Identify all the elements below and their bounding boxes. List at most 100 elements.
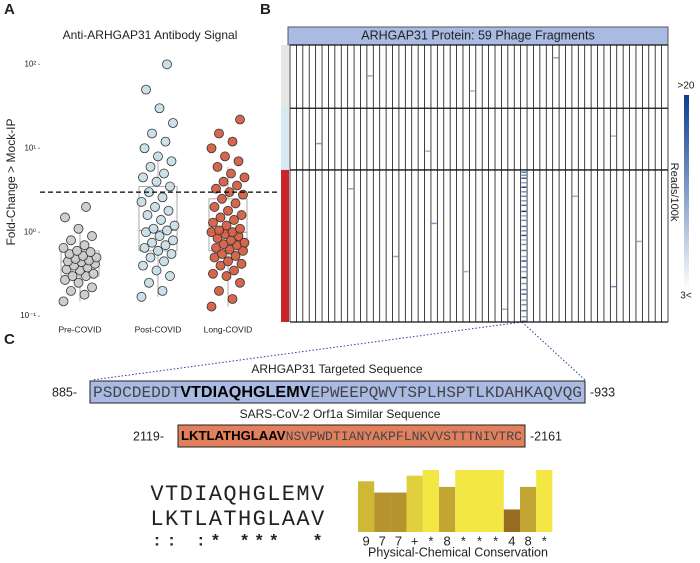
residue: M <box>296 482 309 507</box>
data-point <box>58 296 69 307</box>
data-point <box>206 301 217 312</box>
data-point <box>230 251 241 261</box>
heatmap-cell <box>521 219 527 222</box>
data-point <box>215 260 226 271</box>
residue: T <box>165 482 178 507</box>
data-point <box>227 136 238 147</box>
data-point <box>227 294 238 304</box>
panel-letter: B <box>260 1 271 18</box>
data-point <box>162 225 172 236</box>
heatmap-cell <box>521 309 527 312</box>
residue: V <box>150 482 164 507</box>
heatmap-cell <box>521 255 527 258</box>
heatmap-cell <box>521 288 527 291</box>
row-group-bar <box>281 169 289 322</box>
residue: H <box>238 507 251 532</box>
bar-label: * <box>428 533 433 548</box>
data-point <box>60 212 70 223</box>
residue: G <box>253 507 266 532</box>
data-point <box>145 252 156 263</box>
data-point <box>233 156 244 167</box>
data-point <box>165 181 175 192</box>
data-point <box>66 235 76 246</box>
bar-label: 7 <box>379 533 386 548</box>
data-point <box>214 285 224 296</box>
y-axis-label: Fold-Change > Mock-IP <box>4 118 18 245</box>
heatmap-cell <box>521 266 527 268</box>
data-point <box>138 172 148 183</box>
data-point <box>79 240 90 251</box>
heatmap-cell <box>521 171 527 173</box>
sequence: PSDCDEDDT VTDIAQHGLEMV EPWEEPQWVTSPLHSPTLK… <box>93 384 582 402</box>
data-point <box>226 168 236 179</box>
bar-label: * <box>477 533 482 548</box>
heatmap-cell <box>521 320 527 322</box>
conservation-mark: * <box>270 530 277 549</box>
sequence-part: EPWEEPQWVTSPLHSPTLKDAHKAQVQG <box>310 384 582 402</box>
heatmap-cell <box>502 308 508 310</box>
conservation-mark: : <box>169 530 175 549</box>
heatmap-cell <box>521 177 527 179</box>
bar-label: * <box>542 533 547 548</box>
heatmap-cell <box>521 299 527 301</box>
residue: G <box>253 482 266 507</box>
data-point <box>224 244 235 255</box>
heatmap-cell <box>521 230 527 232</box>
data-point <box>212 161 223 172</box>
heatmap-cell <box>521 293 527 295</box>
residue: D <box>180 482 193 507</box>
data-point <box>159 168 169 179</box>
data-point <box>168 118 178 128</box>
bar <box>503 509 520 532</box>
residue: L <box>194 507 207 532</box>
data-point <box>141 84 151 95</box>
bar <box>422 470 439 532</box>
data-point <box>66 285 76 296</box>
row-group-bar <box>281 108 289 170</box>
bar <box>536 470 553 532</box>
residue: A <box>296 507 310 532</box>
data-point <box>138 260 148 271</box>
conservation-mark: * <box>212 530 219 549</box>
data-point <box>136 291 147 302</box>
connector <box>521 321 586 381</box>
data-point <box>223 256 233 267</box>
data-point <box>72 245 82 256</box>
bar <box>374 492 391 532</box>
heatmap-cell <box>572 195 578 198</box>
heatmap-cell <box>636 240 642 243</box>
connector <box>91 321 523 381</box>
bar-label: 8 <box>443 533 450 548</box>
data-point <box>162 59 172 70</box>
heatmap-cell <box>425 150 431 152</box>
data-point <box>217 193 227 204</box>
sequence-end: -2161 <box>530 429 562 443</box>
heatmap-cell <box>553 57 559 59</box>
bar <box>358 481 375 532</box>
bar-label: 4 <box>508 533 515 548</box>
data-point <box>208 268 218 279</box>
data-point <box>139 243 150 253</box>
row-group-bar <box>281 45 289 109</box>
residue: L <box>267 482 280 507</box>
data-point <box>153 151 163 162</box>
colorbar-tick-label: 3< <box>680 291 692 302</box>
data-point <box>218 176 229 187</box>
heatmap-cell <box>521 210 527 213</box>
residue: A <box>209 507 223 532</box>
residue: V <box>311 507 325 532</box>
data-point <box>165 271 175 281</box>
data-point <box>81 202 91 212</box>
x-tick-label: Pre-COVID <box>59 324 102 334</box>
heatmap-cell <box>521 243 527 246</box>
data-point <box>239 172 250 183</box>
heatmap-cell <box>611 285 616 288</box>
residue: L <box>150 507 163 532</box>
data-point <box>163 205 174 216</box>
panel-letter: C <box>4 331 15 348</box>
data-point <box>239 237 250 248</box>
bar-label: * <box>461 533 466 548</box>
sequence-end: -933 <box>590 385 615 399</box>
data-point <box>232 180 242 191</box>
conservation-mark: * <box>314 530 321 549</box>
